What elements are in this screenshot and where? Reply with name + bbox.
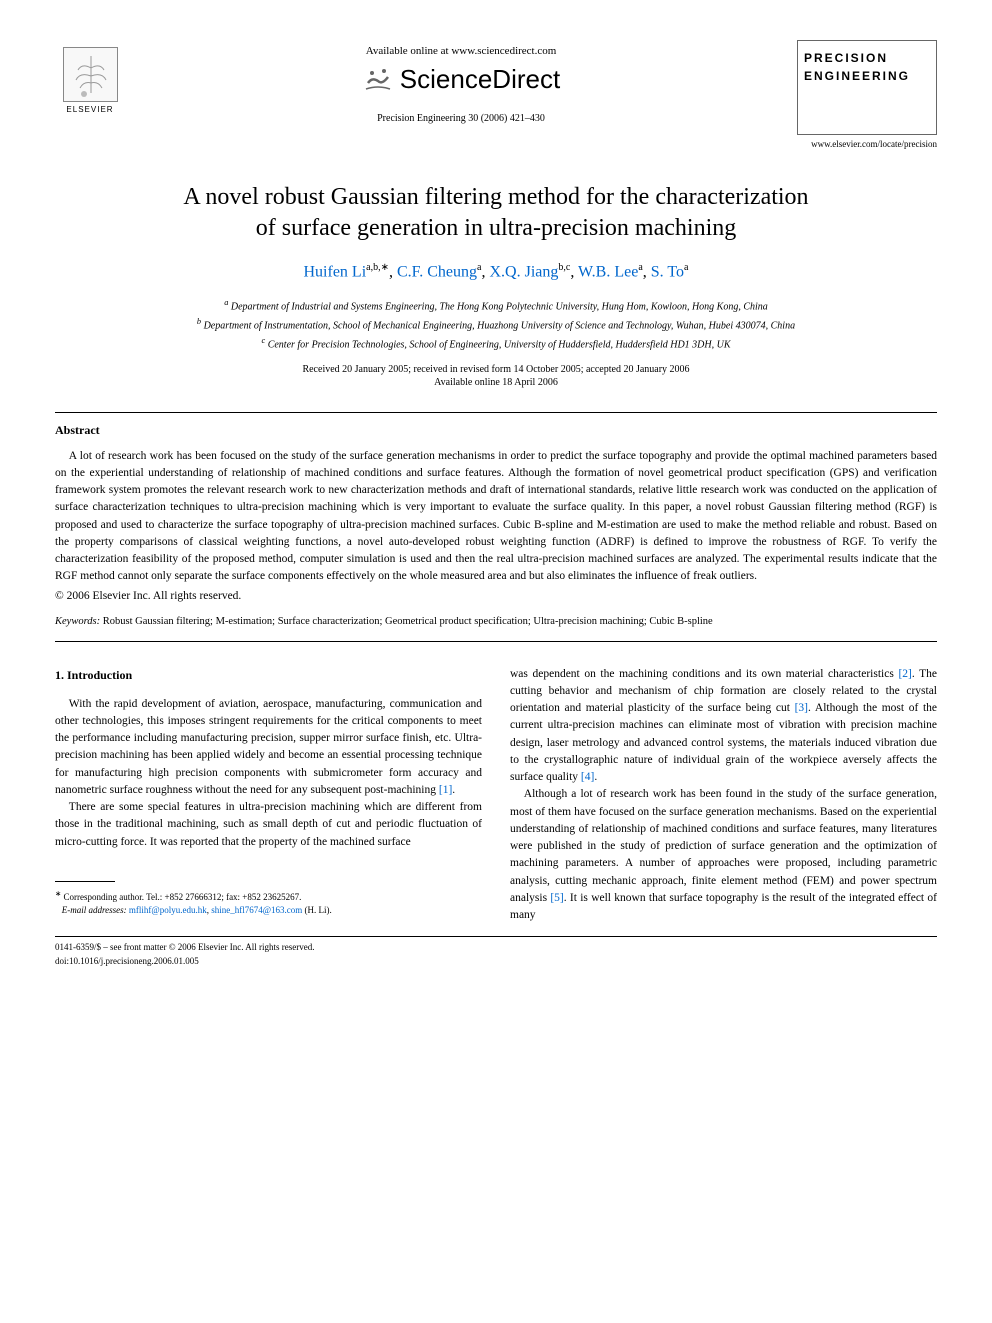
sciencedirect-text: ScienceDirect: [400, 64, 560, 95]
reference-link[interactable]: [1]: [439, 784, 452, 796]
section-heading-intro: 1. Introduction: [55, 666, 482, 684]
author-link[interactable]: C.F. Cheung: [397, 264, 477, 281]
body-paragraph: was dependent on the machining condition…: [510, 666, 937, 787]
author-link[interactable]: W.B. Lee: [578, 264, 638, 281]
elsevier-label: ELSEVIER: [66, 105, 113, 114]
author-link[interactable]: Huifen Li: [303, 264, 366, 281]
journal-cover-box: PRECISION ENGINEERING: [797, 40, 937, 135]
journal-box-line2: ENGINEERING: [804, 67, 930, 85]
email-link[interactable]: shine_hfl7674@163.com: [211, 905, 302, 915]
article-title: A novel robust Gaussian filtering method…: [55, 182, 937, 244]
authors-line: Huifen Lia,b,∗, C.F. Cheunga, X.Q. Jiang…: [55, 262, 937, 281]
left-column: 1. Introduction With the rapid developme…: [55, 666, 482, 925]
available-date: Available online 18 April 2006: [55, 377, 937, 388]
divider: [55, 412, 937, 413]
keywords-text: Robust Gaussian filtering; M-estimation;…: [103, 616, 713, 627]
copyright-text: © 2006 Elsevier Inc. All rights reserved…: [55, 590, 937, 602]
reference-link[interactable]: [4]: [581, 771, 594, 783]
reference-link[interactable]: [5]: [550, 892, 563, 904]
footer-text: 0141-6359/$ – see front matter © 2006 El…: [55, 941, 937, 968]
body-paragraph: With the rapid development of aviation, …: [55, 696, 482, 800]
footer-divider: [55, 936, 937, 937]
dates-line: Received 20 January 2005; received in re…: [55, 364, 937, 375]
sciencedirect-icon: [362, 63, 394, 95]
author-link[interactable]: X.Q. Jiang: [489, 264, 558, 281]
body-paragraph: There are some special features in ultra…: [55, 799, 482, 851]
email-link[interactable]: mflihf@polyu.edu.hk: [129, 905, 207, 915]
reference-link[interactable]: [3]: [795, 702, 808, 714]
elsevier-logo: ELSEVIER: [55, 40, 125, 120]
abstract-text: A lot of research work has been focused …: [55, 448, 937, 586]
corresponding-author-footnote: ∗ Corresponding author. Tel.: +852 27666…: [55, 888, 482, 918]
divider: [55, 641, 937, 642]
footnote-divider: [55, 881, 115, 882]
elsevier-tree-icon: [63, 47, 118, 102]
affiliations: a Department of Industrial and Systems E…: [55, 296, 937, 354]
body-paragraph: Although a lot of research work has been…: [510, 786, 937, 924]
citation-text: Precision Engineering 30 (2006) 421–430: [125, 113, 797, 124]
keywords-line: Keywords: Robust Gaussian filtering; M-e…: [55, 616, 937, 627]
right-column: was dependent on the machining condition…: [510, 666, 937, 925]
available-online-text: Available online at www.sciencedirect.co…: [125, 45, 797, 57]
sciencedirect-logo: ScienceDirect: [362, 63, 560, 95]
author-link[interactable]: S. To: [651, 264, 684, 281]
abstract-heading: Abstract: [55, 423, 937, 438]
keywords-label: Keywords:: [55, 616, 100, 627]
journal-url: www.elsevier.com/locate/precision: [797, 139, 937, 149]
journal-box-line1: PRECISION: [804, 49, 930, 67]
reference-link[interactable]: [2]: [898, 668, 911, 680]
